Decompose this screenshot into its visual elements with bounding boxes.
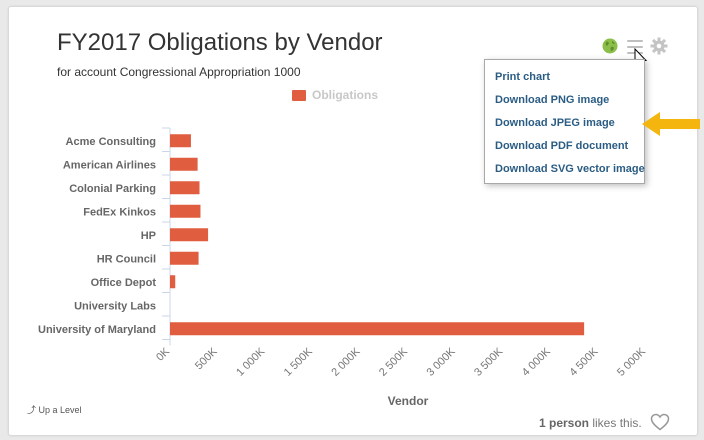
bar: [170, 204, 201, 218]
bar: [170, 322, 585, 336]
menu-item-download-jpeg[interactable]: Download JPEG image: [495, 117, 615, 129]
category-label: HR Council: [97, 253, 156, 265]
bar: [170, 251, 199, 265]
menu-item-download-png[interactable]: Download PNG image: [495, 94, 610, 106]
chart-title: FY2017 Obligations by Vendor: [57, 29, 383, 56]
category-label: University Labs: [74, 300, 156, 312]
heart-icon[interactable]: [650, 413, 670, 431]
menu-item-print-chart[interactable]: Print chart: [495, 71, 551, 83]
menu-item-download-pdf[interactable]: Download PDF document: [495, 140, 629, 152]
x-tick-label: 3 500K: [472, 345, 506, 379]
category-label: FedEx Kinkos: [83, 206, 156, 218]
x-tick-label: 0K: [154, 345, 172, 363]
x-tick-label: 1 500K: [282, 345, 316, 379]
category-label: University of Maryland: [38, 324, 156, 336]
bar: [170, 228, 209, 242]
bar: [170, 275, 176, 289]
bar: [170, 181, 200, 195]
x-tick-label: 500K: [193, 345, 220, 372]
menu-item-download-svg[interactable]: Download SVG vector image: [495, 163, 645, 175]
likes-text: 1 person likes this.: [539, 416, 642, 430]
category-label: Colonial Parking: [69, 183, 156, 195]
x-tick-label: 2 000K: [329, 345, 363, 379]
up-a-level-link[interactable]: ⤴ Up a Level: [27, 403, 82, 416]
x-tick-label: 1 000K: [234, 345, 268, 379]
category-label: HP: [141, 230, 156, 242]
x-tick-label: 3 000K: [425, 345, 459, 379]
gear-icon[interactable]: [650, 37, 668, 55]
category-label: American Airlines: [63, 159, 156, 171]
bar: [170, 134, 191, 148]
x-axis-title: Vendor: [388, 394, 429, 408]
x-tick-label: 5 000K: [615, 345, 649, 379]
x-tick-label: 4 500K: [567, 345, 601, 379]
pointer-arrow-icon: [640, 110, 702, 138]
category-label: Office Depot: [91, 277, 157, 289]
x-tick-label: 2 500K: [377, 345, 411, 379]
chart-legend[interactable]: Obligations: [292, 88, 378, 102]
export-menu: Print chart Download PNG image Download …: [484, 59, 645, 184]
likes-suffix: likes this.: [589, 416, 642, 430]
bar: [170, 157, 198, 171]
globe-icon[interactable]: [602, 38, 618, 54]
category-label: Acme Consulting: [66, 136, 156, 148]
legend-label: Obligations: [312, 88, 378, 102]
up-arrow-icon: ⤴: [27, 405, 37, 415]
up-a-level-label: Up a Level: [38, 405, 82, 415]
likes-count: 1 person: [539, 416, 590, 430]
x-tick-label: 4 000K: [520, 345, 554, 379]
legend-swatch: [292, 89, 306, 101]
chart-subtitle: for account Congressional Appropriation …: [57, 65, 301, 79]
